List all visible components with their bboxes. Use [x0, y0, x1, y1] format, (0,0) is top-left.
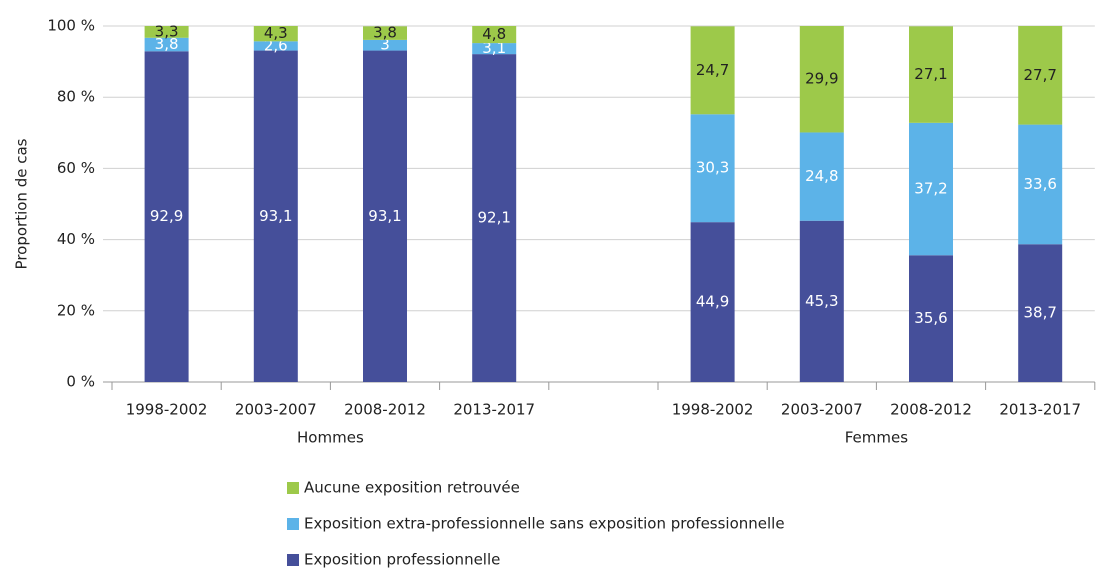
data-label: 37,2 — [914, 180, 947, 198]
data-label: 30,3 — [696, 159, 729, 177]
data-label: 4,8 — [482, 25, 506, 43]
bar-segment — [363, 39, 407, 51]
y-axis-label: Proportion de cas — [13, 138, 31, 269]
bar-segment — [909, 255, 953, 382]
data-label: 29,9 — [805, 70, 838, 88]
y-tick-label: 60 % — [57, 159, 95, 177]
bar-segment — [1018, 244, 1063, 382]
legend-swatch — [287, 482, 299, 494]
data-label: 3 — [380, 36, 390, 54]
bar-segment — [363, 50, 407, 383]
bar-segment — [363, 26, 407, 40]
x-tick-label: 2013-2017 — [999, 401, 1081, 419]
x-tick-label: 2008-2012 — [344, 401, 426, 419]
data-label: 44,9 — [696, 293, 729, 311]
bar-segment — [472, 54, 517, 383]
data-label: 93,1 — [368, 207, 401, 225]
bar-segment — [253, 50, 298, 383]
bar-segment — [472, 26, 517, 44]
legend-label: Exposition professionnelle — [304, 551, 500, 569]
bar-segment — [144, 26, 189, 38]
data-label: 93,1 — [259, 207, 292, 225]
data-label: 92,1 — [477, 209, 510, 227]
data-label: 3,8 — [373, 24, 397, 42]
bar-segment — [144, 51, 189, 382]
bar-segment — [690, 114, 735, 223]
data-label: 3,1 — [482, 39, 506, 57]
data-label: 33,6 — [1023, 175, 1056, 193]
bar-segment — [909, 122, 953, 256]
bar-segment — [253, 41, 298, 51]
x-tick-label: 1998-2002 — [126, 401, 208, 419]
data-label: 3,8 — [155, 35, 179, 53]
bar-segment — [799, 132, 844, 221]
bar-segment — [799, 220, 844, 382]
bar-segment — [690, 26, 735, 115]
y-tick-label: 0 % — [66, 373, 95, 391]
legend-label: Aucune exposition retrouvée — [304, 479, 520, 497]
legend-label: Exposition extra-professionnelle sans ex… — [304, 515, 785, 533]
bar-segment — [253, 26, 298, 42]
y-tick-label: 100 % — [47, 17, 95, 35]
bar-segment — [799, 26, 844, 133]
legend-swatch — [287, 554, 299, 566]
data-label: 45,3 — [805, 292, 838, 310]
group-label: Hommes — [297, 429, 364, 447]
data-label: 24,8 — [805, 167, 838, 185]
x-tick-label: 1998-2002 — [672, 401, 754, 419]
bar-segment — [909, 26, 953, 123]
data-label: 4,3 — [264, 24, 288, 42]
bar-segment — [1018, 124, 1063, 245]
y-tick-label: 40 % — [57, 230, 95, 248]
bar-segment — [690, 222, 735, 382]
group-label: Femmes — [845, 429, 908, 447]
data-label: 27,7 — [1023, 66, 1056, 84]
bar-segment — [472, 43, 517, 55]
data-label: 92,9 — [150, 207, 183, 225]
bar-segment — [1018, 26, 1063, 125]
x-tick-label: 2003-2007 — [235, 401, 317, 419]
data-label: 38,7 — [1023, 304, 1056, 322]
bar-segment — [144, 37, 189, 52]
x-tick-label: 2003-2007 — [781, 401, 863, 419]
data-label: 24,7 — [696, 61, 729, 79]
legend-swatch — [287, 518, 299, 530]
data-label: 35,6 — [914, 309, 947, 327]
data-label: 3,3 — [155, 22, 179, 40]
x-tick-label: 2013-2017 — [453, 401, 535, 419]
y-tick-label: 80 % — [57, 88, 95, 106]
x-tick-label: 2008-2012 — [890, 401, 972, 419]
y-tick-label: 20 % — [57, 301, 95, 319]
data-label: 27,1 — [914, 65, 947, 83]
